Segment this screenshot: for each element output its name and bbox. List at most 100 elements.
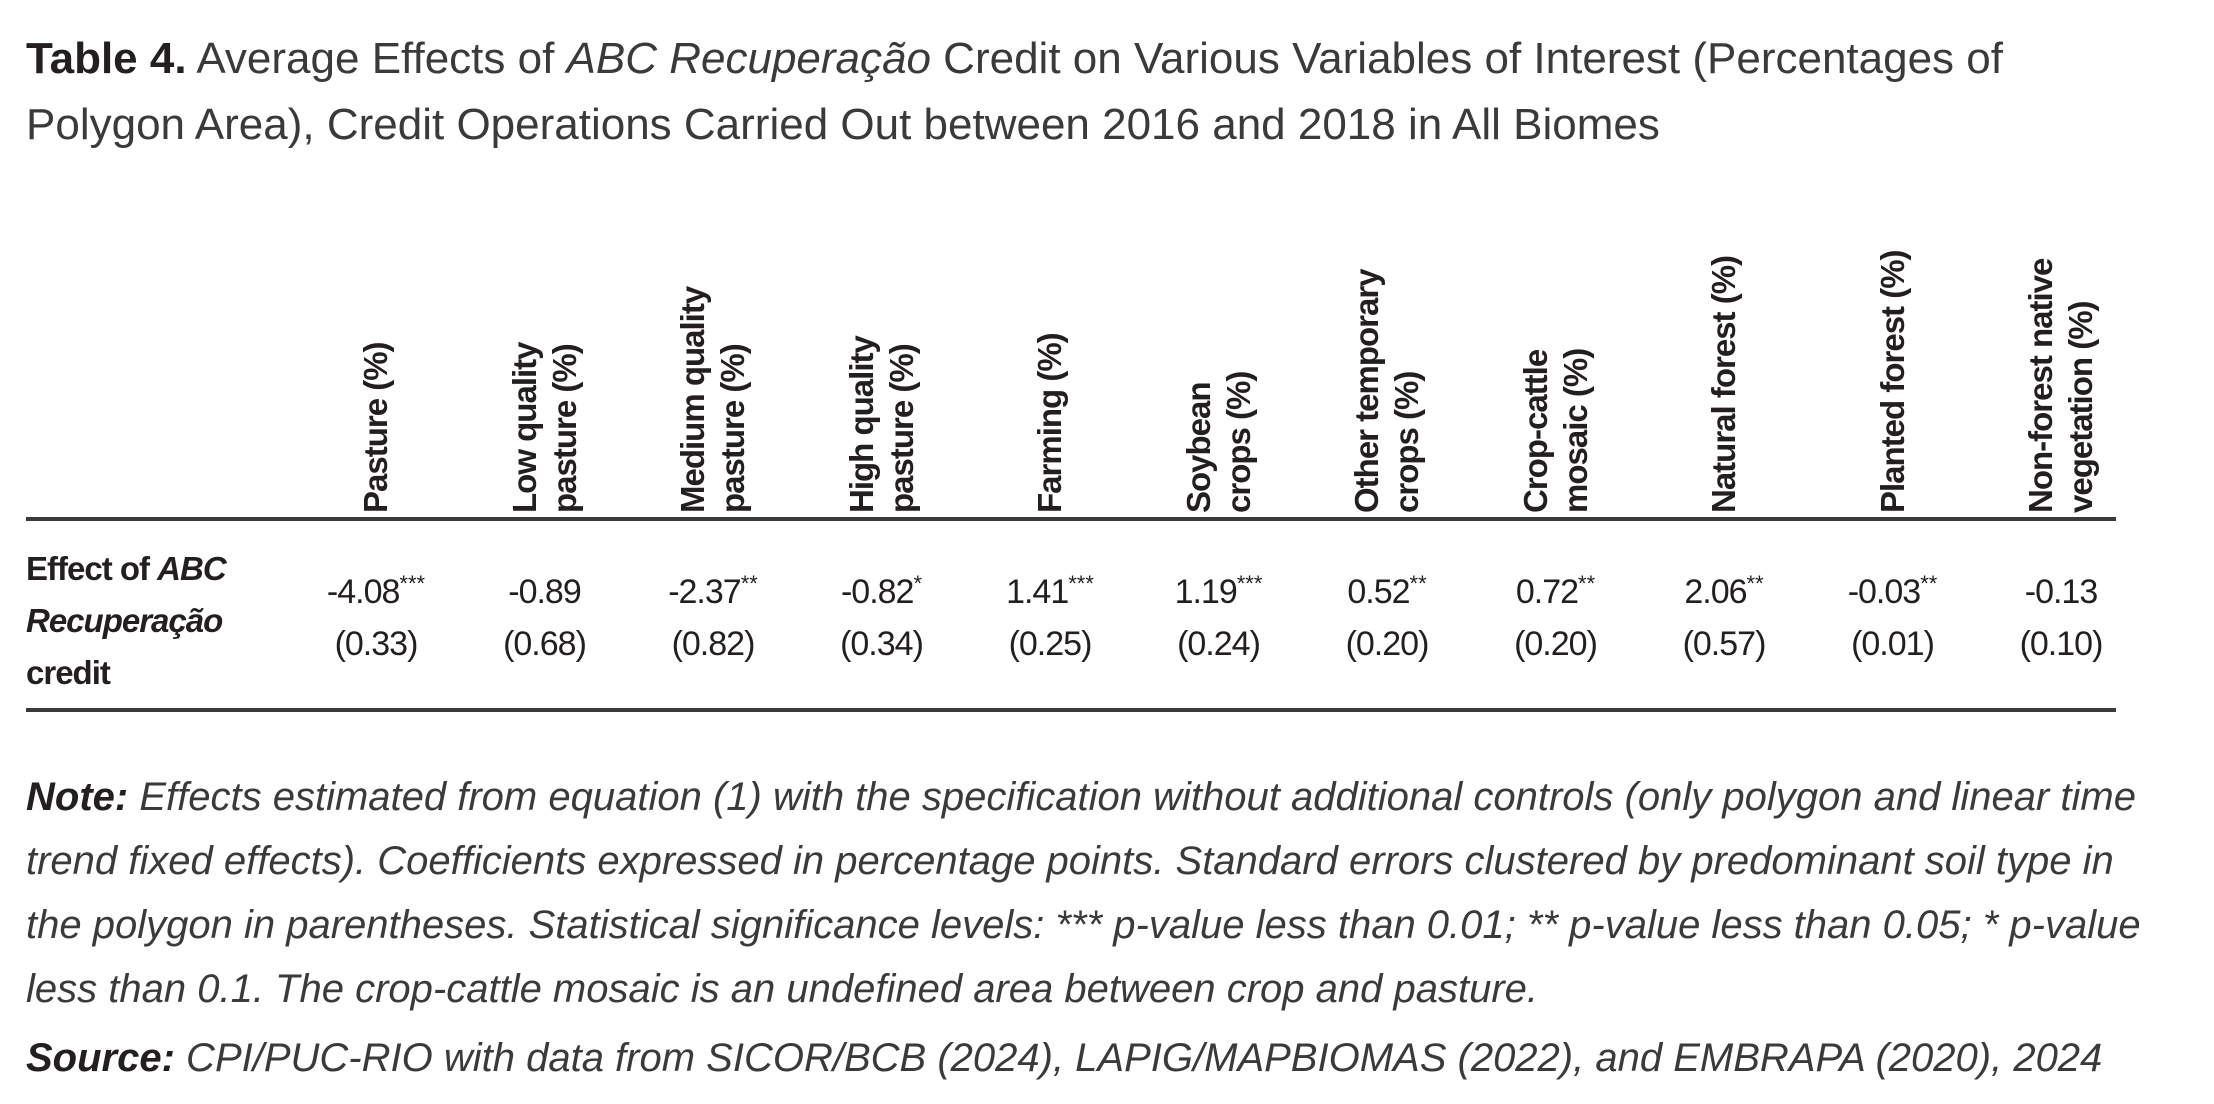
source-text: CPI/PUC-RIO with data from SICOR/BCB (20… — [174, 1036, 2103, 1080]
coefficient-value: -0.82 — [840, 573, 914, 611]
column-header: Soybean crops (%) — [1135, 183, 1303, 513]
coefficient-value: -4.08 — [326, 573, 400, 611]
coefficient-value: 0.72 — [1515, 573, 1579, 611]
coefficient-value: 2.06 — [1684, 573, 1747, 611]
table-cell: -0.89 (0.68) — [461, 558, 629, 670]
significance-stars: ** — [740, 571, 758, 596]
column-header-line1: Soybean — [1179, 382, 1217, 513]
coefficient: 0.52** — [1347, 571, 1427, 611]
column-header-line1: Planted forest (%) — [1873, 250, 1911, 513]
standard-error: (0.68) — [503, 625, 587, 663]
coefficient-value: -2.37 — [668, 573, 741, 611]
coefficient: -0.03** — [1847, 571, 1938, 611]
column-header: Planted forest (%) — [1809, 183, 1977, 513]
column-header-line2: pasture (%) — [882, 344, 920, 513]
column-header-text: Low quality pasture (%) — [505, 183, 585, 514]
column-header-line1: Pasture (%) — [357, 342, 394, 513]
column-header-line1: Farming (%) — [1031, 333, 1068, 513]
table-number: Table 4. — [26, 34, 187, 83]
column-header: Natural forest (%) — [1640, 183, 1808, 513]
significance-stars: * — [913, 571, 923, 596]
coefficient-value: 1.41 — [1006, 573, 1069, 611]
title-text-italic: ABC Recuperação — [566, 34, 931, 83]
standard-error: (0.82) — [671, 625, 756, 663]
standard-error: (0.33) — [334, 625, 419, 663]
table-cell: -0.82* (0.34) — [798, 558, 966, 670]
table-cell: 2.06** (0.57) — [1640, 558, 1808, 670]
standard-error: (0.24) — [1177, 625, 1261, 663]
title-text-part1: Average Effects of — [186, 34, 567, 83]
column-header: Pasture (%) — [292, 183, 460, 513]
column-header-text: High quality pasture (%) — [842, 183, 922, 513]
coefficient: -4.08*** — [326, 571, 426, 611]
column-header-line1: Crop-cattle — [1516, 349, 1554, 513]
coefficient-value: -0.13 — [2024, 573, 2098, 611]
source-label: Source: — [26, 1036, 175, 1080]
coefficient-value: -0.03 — [1847, 573, 1921, 611]
column-header-line2: mosaic (%) — [1556, 348, 1594, 513]
note-text: Effects estimated from equation (1) with… — [26, 775, 2141, 1011]
column-header-line2: pasture (%) — [714, 344, 751, 513]
column-header-text: Crop-cattle mosaic (%) — [1516, 183, 1596, 513]
column-header-line1: Medium quality — [674, 286, 711, 513]
column-header-line2: crops (%) — [1388, 371, 1425, 513]
standard-error: (0.10) — [2019, 625, 2104, 663]
column-header-text: Planted forest (%) — [1873, 183, 1913, 513]
column-header-line1: Natural forest (%) — [1705, 255, 1742, 513]
coefficient-value: -0.89 — [508, 573, 581, 611]
coefficient: -0.13 — [2025, 573, 2098, 611]
coefficient-value: 0.52 — [1347, 573, 1410, 611]
table-cell: 1.19*** (0.24) — [1135, 558, 1303, 670]
coefficient: 1.19*** — [1174, 571, 1263, 611]
column-header-line1: Low quality — [505, 342, 543, 514]
column-header: Medium quality pasture (%) — [629, 183, 797, 513]
results-table: Pasture (%) Low quality pasture (%) Medium … — [26, 160, 2116, 720]
column-header-line1: Other temporary — [1348, 269, 1385, 513]
significance-stars: *** — [1068, 571, 1094, 596]
table-cell: -4.08*** (0.33) — [292, 558, 460, 670]
coefficient-value: 1.19 — [1174, 573, 1238, 611]
table-title: Table 4. Average Effects of ABC Recupera… — [26, 26, 2126, 158]
standard-error: (0.57) — [1682, 625, 1767, 663]
table-bottom-rule — [26, 708, 2116, 712]
significance-stars: *** — [399, 571, 426, 596]
column-header-text: Farming (%) — [1030, 183, 1070, 513]
significance-stars: ** — [1409, 571, 1427, 596]
column-header-text: Medium quality pasture (%) — [673, 183, 753, 513]
row-label-part2: credit — [26, 654, 111, 691]
table-cell: -0.13 (0.10) — [1977, 558, 2145, 670]
column-header-line2: crops (%) — [1219, 371, 1257, 513]
column-header-text: Pasture (%) — [356, 183, 396, 513]
column-header-line2: vegetation (%) — [2062, 301, 2099, 513]
coefficient: -0.89 — [508, 573, 581, 611]
coefficient: 0.72** — [1515, 571, 1596, 611]
column-header-text: Other temporary crops (%) — [1347, 183, 1427, 513]
coefficient: 2.06** — [1684, 571, 1764, 611]
table-cell: 0.52** (0.20) — [1303, 558, 1471, 670]
significance-stars: ** — [1920, 571, 1938, 596]
table-source: Source: CPI/PUC-RIO with data from SICOR… — [26, 1026, 2176, 1090]
column-header: Other temporary crops (%) — [1303, 183, 1471, 513]
table-cell: 0.72** (0.20) — [1472, 558, 1640, 670]
column-header-line2: pasture (%) — [545, 344, 583, 513]
standard-error: (0.01) — [1851, 625, 1935, 663]
standard-error: (0.34) — [840, 625, 924, 663]
significance-stars: ** — [1746, 571, 1764, 596]
column-header-line1: Non-forest native — [2022, 258, 2059, 513]
significance-stars: ** — [1578, 571, 1596, 596]
coefficient: -0.82* — [840, 571, 923, 611]
title-text-part2: Credit on Various Variables of Interest … — [26, 34, 2003, 149]
column-header: Low quality pasture (%) — [461, 183, 629, 514]
row-label: Effect of ABC Recuperação credit — [26, 543, 256, 699]
column-header: Farming (%) — [966, 183, 1134, 513]
row-label-part1: Effect of — [26, 550, 158, 587]
column-header-text: Non-forest native vegetation (%) — [2021, 183, 2101, 513]
standard-error: (0.20) — [1514, 625, 1598, 663]
significance-stars: *** — [1236, 571, 1263, 596]
coefficient: -2.37** — [668, 571, 758, 611]
note-label: Note: — [26, 775, 129, 819]
standard-error: (0.25) — [1008, 625, 1093, 663]
column-header: Non-forest native vegetation (%) — [1977, 183, 2145, 513]
table-note: Note: Effects estimated from equation (1… — [26, 765, 2176, 1021]
standard-error: (0.20) — [1345, 625, 1430, 663]
